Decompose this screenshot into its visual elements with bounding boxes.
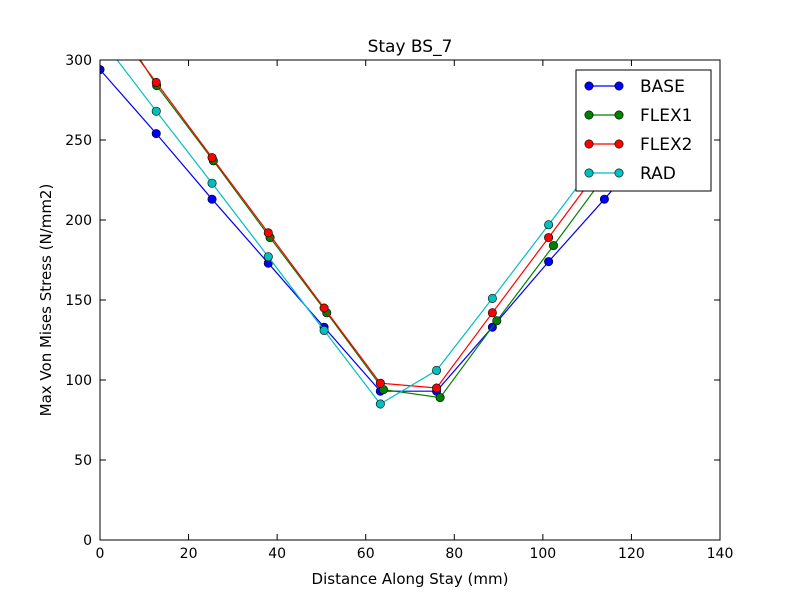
legend-entry-flex2: FLEX2 [584, 135, 692, 155]
series-line-flex1 [139, 60, 611, 399]
data-point-base [151, 129, 161, 139]
x-axis-label: Distance Along Stay (mm) [312, 570, 509, 588]
x-tick-label: 100 [529, 546, 556, 562]
legend: BASE FLEX1 FLEX2 RAD [575, 69, 712, 192]
data-point-rad [319, 325, 329, 335]
legend-label-flex1: FLEX1 [640, 106, 692, 126]
legend-marker [614, 81, 624, 91]
data-point-flex2 [487, 308, 497, 318]
data-point-base [544, 257, 554, 267]
chart-title: Stay BS_7 [368, 37, 453, 57]
data-point-base [207, 194, 217, 204]
y-axis-label: Max Von Mises Stress (N/mm2) [37, 184, 55, 417]
legend-marker [614, 110, 624, 120]
x-tick-label: 40 [268, 546, 286, 562]
data-point-flex1 [548, 241, 558, 251]
y-tick-label: 0 [83, 533, 92, 549]
legend-label-rad: RAD [640, 164, 676, 184]
x-tick-label: 0 [96, 546, 105, 562]
y-tick-label: 50 [74, 453, 92, 469]
legend-entry-base: BASE [584, 77, 685, 97]
data-point-flex1 [435, 393, 445, 403]
legend-marker [584, 168, 594, 178]
data-point-flex2 [544, 233, 554, 243]
x-tick-label: 120 [618, 546, 645, 562]
x-tick-label: 20 [180, 546, 198, 562]
x-tick-label: 60 [357, 546, 375, 562]
legend-label-flex2: FLEX2 [640, 135, 692, 155]
data-point-base [599, 194, 609, 204]
legend-marker [614, 168, 624, 178]
y-tick-label: 200 [65, 213, 92, 229]
series-line-rad [116, 60, 605, 405]
legend-marker [614, 139, 624, 149]
y-tick-label: 300 [65, 53, 92, 69]
series-base [100, 65, 666, 396]
y-tick-label: 250 [65, 133, 92, 149]
data-point-rad [487, 293, 497, 303]
data-point-flex2 [263, 228, 273, 238]
data-point-rad [263, 252, 273, 262]
legend-marker [584, 81, 594, 91]
legend-label-base: BASE [640, 77, 685, 97]
legend-entry-rad: RAD [584, 164, 676, 184]
legend-marker [584, 139, 594, 149]
data-point-flex1 [492, 316, 502, 326]
data-point-rad [151, 106, 161, 116]
y-tick-label: 150 [65, 293, 92, 309]
series-line-flex2 [138, 60, 605, 389]
data-point-flex2 [375, 378, 385, 388]
ticks-layer: 0 20 40 60 80 100 120 140 0 50 100 150 200 250 300 [65, 53, 733, 562]
x-tick-label: 140 [707, 546, 734, 562]
series-flex2 [138, 60, 609, 393]
data-point-flex2 [207, 153, 217, 163]
y-tick-label: 100 [65, 373, 92, 389]
legend-entry-flex1: FLEX1 [584, 106, 692, 126]
data-point-rad [375, 399, 385, 409]
data-point-flex2 [319, 303, 329, 313]
x-tick-label: 80 [445, 546, 463, 562]
data-point-rad [544, 220, 554, 230]
legend-box [575, 69, 712, 192]
data-point-rad [432, 365, 442, 375]
data-point-flex2 [432, 383, 442, 393]
data-point-flex2 [151, 77, 161, 87]
data-point-rad [207, 178, 217, 188]
legend-marker [584, 110, 594, 120]
